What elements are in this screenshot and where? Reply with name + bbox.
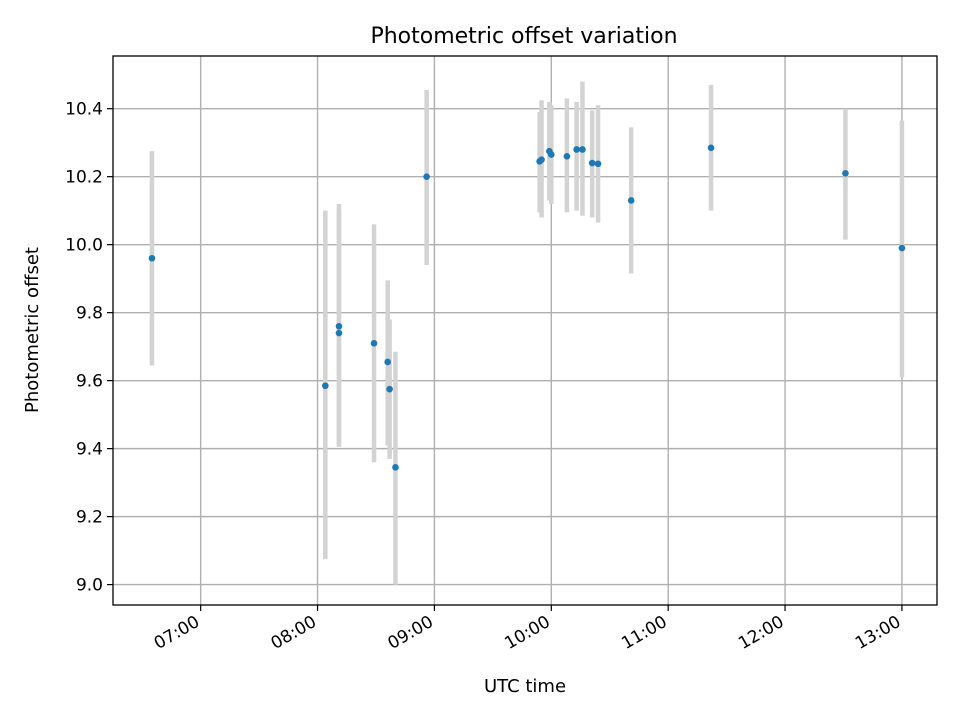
data-point [335,329,343,337]
y-axis-label: Photometric offset [22,247,43,413]
data-point [842,169,849,177]
x-tick-label: 12:00 [735,612,787,654]
y-tick-label: 9.8 [76,304,103,324]
data-point [423,173,430,180]
data-point-layer [148,144,906,471]
x-tick-label: 11:00 [618,612,670,654]
data-point [322,382,329,390]
x-axis-label: UTC time [484,676,566,697]
x-tick-label: 07:00 [151,612,203,654]
y-tick-label: 10.4 [65,100,103,120]
data-point [386,385,393,393]
data-point [538,156,545,163]
error-bar-layer [149,81,905,585]
data-point [588,159,596,167]
x-tick-label: 10:00 [501,612,553,654]
data-point [594,160,602,168]
data-point [370,339,378,347]
plot-frame [112,55,938,606]
y-axis-ticks: 9.0 9.2 9.4 9.6 9.8 10.0 10.2 10.4 [65,100,113,596]
y-tick-label: 9.4 [76,440,103,460]
data-point [148,254,156,262]
data-point [335,322,343,330]
x-tick-label: 09:00 [384,612,436,654]
y-tick-label: 9.0 [76,576,103,596]
data-point [563,152,571,160]
x-axis-ticks: 07:00 08:00 09:00 10:00 11:00 12:00 13:00 [151,605,904,654]
y-tick-label: 10.2 [65,168,103,188]
chart-title: Photometric offset variation [370,24,677,49]
x-tick-label: 13:00 [852,612,904,654]
data-point [579,146,586,153]
y-tick-label: 9.6 [76,372,103,392]
data-point [898,244,906,252]
grid-layer [113,56,937,605]
data-point [707,144,715,152]
y-tick-label: 9.2 [76,508,103,528]
data-point [627,197,635,204]
data-point [384,358,391,366]
y-tick-label: 10.0 [65,236,103,256]
data-point [573,146,580,153]
x-tick-label: 08:00 [268,612,320,654]
data-point [392,464,399,471]
data-point [547,151,555,158]
